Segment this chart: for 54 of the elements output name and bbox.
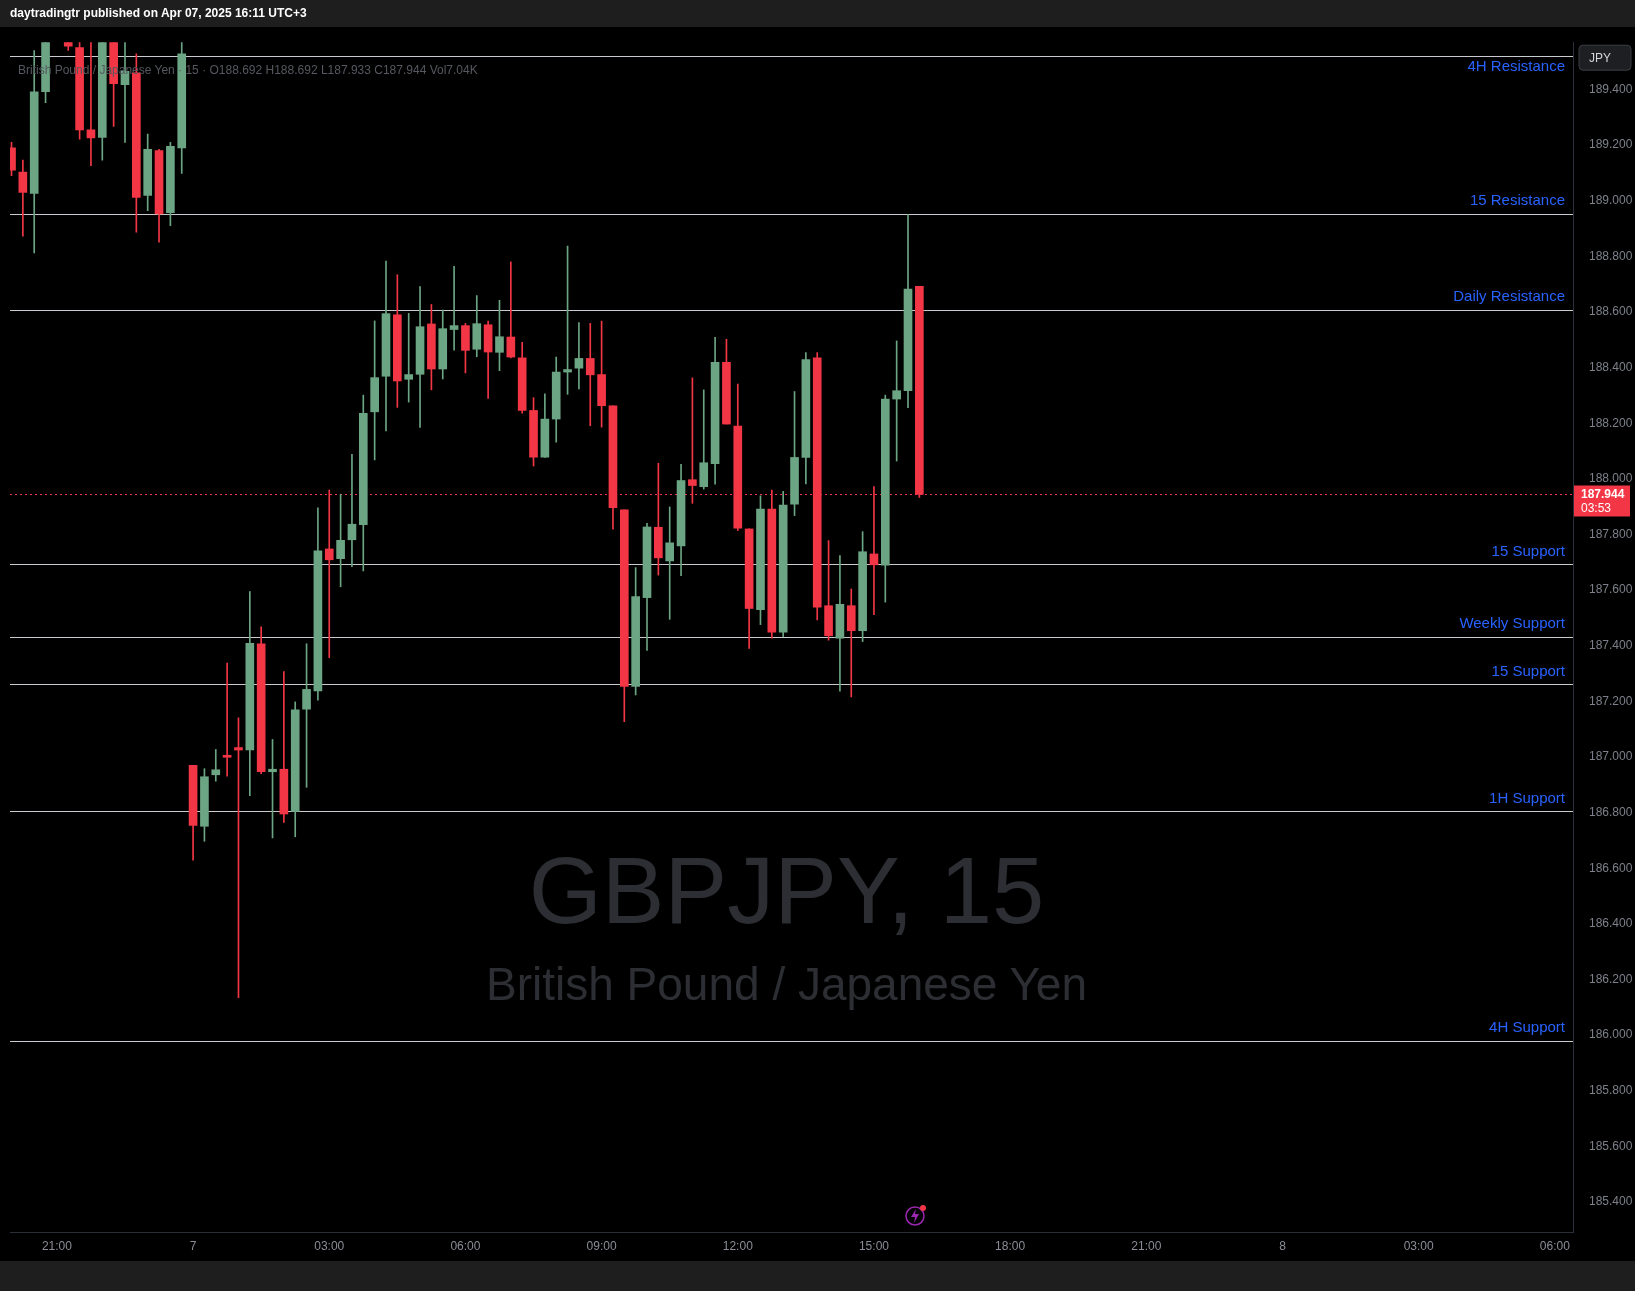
candlestick [585,323,595,427]
y-tick-label: 187.600 [1589,582,1633,597]
candlestick [211,749,221,782]
ref-line-label: 15 Resistance [1469,191,1565,209]
candlestick [404,313,414,403]
candlestick [222,662,232,777]
x-tick-label: 03:00 [314,1239,345,1254]
y-tick-label: 189.200 [1589,137,1633,152]
y-tick-label: 187.800 [1589,526,1633,541]
ref-line-label: 4H Resistance [1467,57,1565,75]
ref-line-label: 187.944 [1581,486,1625,501]
y-tick-label: 186.600 [1589,860,1633,875]
candlestick [449,266,459,351]
y-tick-label: 189.400 [1589,81,1633,96]
y-tick-label: 186.200 [1589,971,1633,986]
y-tick-label: 187.200 [1589,693,1633,708]
y-tick-label: 186.400 [1589,916,1633,931]
x-tick-label: 7 [189,1239,197,1254]
candlestick [846,588,856,698]
ref-line-label: 4H Support [1489,1018,1566,1036]
y-tick-label: 188.000 [1589,471,1633,486]
text: daytradingtr published on Apr 07, 2025 16:11 UTC+3 [10,6,307,20]
y-tick-label: 187.000 [1589,749,1633,764]
x-tick-label: 21:00 [1131,1239,1162,1254]
x-tick-label: 12:00 [722,1239,754,1254]
y-tick-label: 185.800 [1589,1083,1633,1098]
ref-line-label: 15 Support [1491,661,1566,679]
x-tick-label: 06:00 [450,1239,481,1254]
y-axis-title: JPY [1589,50,1612,65]
y-tick-label: 185.600 [1589,1138,1633,1153]
y-tick-label: 188.600 [1589,304,1633,319]
ref-line-label: Weekly Support [1459,614,1566,632]
ref-line-label: 1H Support [1489,788,1566,806]
x-tick-label: 21:00 [41,1239,73,1254]
x-tick-label: 03:00 [1403,1239,1435,1254]
text: 03:53 [1581,500,1612,515]
y-tick-label: 185.400 [1589,1194,1633,1209]
x-tick-label: 8 [1279,1239,1287,1254]
x-tick-label: 09:00 [586,1239,617,1254]
x-tick-label: 15:00 [858,1239,890,1254]
candlestick [347,454,357,568]
candlestick [506,261,516,359]
y-tick-label: 188.400 [1589,359,1633,374]
y-tick-label: 186.000 [1589,1027,1633,1042]
y-tick-label: 188.200 [1589,415,1633,430]
ref-line-label: 15 Support [1491,541,1566,559]
ref-line-label: Daily Resistance [1453,287,1565,305]
x-tick-label: 18:00 [995,1239,1026,1254]
y-tick-label: 189.000 [1589,193,1633,208]
y-tick-label: 187.400 [1589,638,1633,653]
x-tick-label: 06:00 [1539,1239,1571,1254]
candlestick [665,506,675,620]
y-tick-label: 186.800 [1589,804,1633,819]
y-tick-label: 188.800 [1589,248,1633,263]
